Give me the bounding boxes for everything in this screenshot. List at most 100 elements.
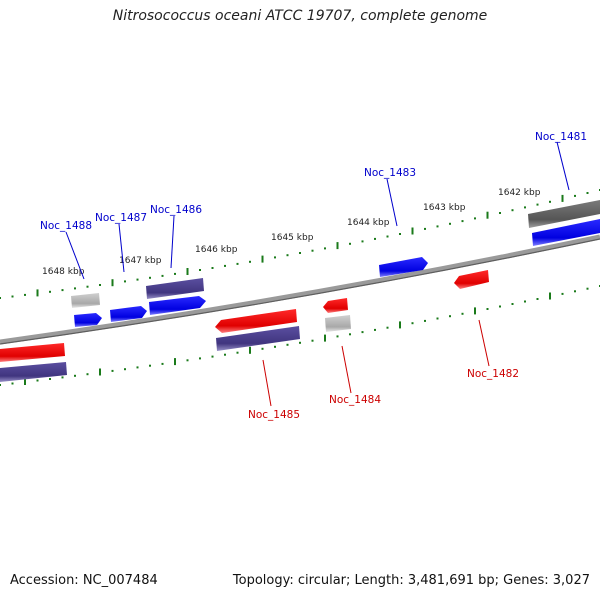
major-tick (24, 378, 26, 385)
minor-tick (361, 240, 364, 243)
tick-row-lower (0, 285, 600, 386)
major-tick (336, 242, 339, 250)
feature-left-edge[interactable] (0, 343, 67, 382)
minor-tick (0, 297, 1, 299)
minor-tick (111, 369, 114, 372)
minor-tick (61, 376, 64, 379)
minor-tick (586, 192, 589, 194)
minor-tick (561, 292, 564, 295)
minor-tick (361, 331, 364, 334)
major-tick (561, 194, 564, 202)
gene-label-noc-1483: Noc_1483 (364, 167, 416, 179)
gene-label-noc-1486: Noc_1486 (150, 204, 202, 216)
minor-tick (124, 368, 126, 371)
leader-lines-forward (65, 141, 570, 280)
gene-label-noc-1481: Noc_1481 (535, 131, 587, 143)
minor-tick (149, 364, 151, 367)
minor-tick (374, 237, 376, 240)
gene-label-noc-1482: Noc_1482 (467, 368, 519, 380)
minor-tick (36, 379, 39, 382)
minor-tick (136, 278, 139, 281)
minor-tick (211, 355, 214, 358)
minor-tick (99, 284, 101, 286)
minor-tick (436, 317, 439, 320)
major-tick (411, 227, 414, 235)
gene-label-noc-1488: Noc_1488 (40, 220, 92, 232)
minor-tick (149, 276, 151, 279)
minor-tick (524, 300, 526, 303)
minor-tick (461, 220, 464, 223)
major-tick (549, 292, 551, 300)
minor-tick (74, 287, 76, 290)
minor-tick (224, 264, 226, 267)
feature-noc-1481[interactable] (528, 200, 600, 246)
minor-tick (124, 280, 126, 283)
minor-tick (161, 362, 164, 365)
kbp-label: 1643 kbp (423, 203, 466, 213)
feature-noc-1486[interactable] (146, 278, 206, 315)
minor-tick (536, 203, 539, 206)
minor-tick (11, 382, 14, 385)
accession-text: Accession: NC_007484 (10, 573, 158, 588)
minor-tick (211, 267, 214, 269)
major-tick (324, 334, 326, 342)
minor-tick (311, 339, 314, 342)
major-tick (174, 358, 176, 366)
feature-noc-1487[interactable] (110, 306, 147, 322)
minor-tick (224, 353, 226, 356)
leader-lines-reverse (262, 319, 490, 407)
minor-tick (86, 285, 89, 288)
minor-tick (236, 262, 239, 265)
kbp-label: 1642 kbp (498, 188, 541, 198)
genome-summary: Topology: circular; Length: 3,481,691 bp… (232, 573, 590, 588)
major-tick (36, 289, 39, 297)
feature-noc-1488[interactable] (71, 293, 102, 327)
minor-tick (511, 303, 514, 305)
major-tick (486, 211, 489, 219)
minor-tick (574, 194, 576, 197)
feature-noc-1485[interactable] (215, 309, 300, 351)
kbp-label: 1647 kbp (119, 256, 162, 266)
minor-tick (186, 359, 189, 362)
minor-tick (161, 274, 164, 277)
minor-tick (449, 315, 451, 318)
minor-tick (424, 227, 426, 230)
minor-tick (449, 222, 451, 225)
major-tick (249, 346, 251, 354)
feature-noc-1482[interactable] (454, 270, 489, 289)
minor-tick (274, 345, 276, 348)
minor-tick (486, 308, 489, 310)
minor-tick (461, 312, 464, 315)
minor-tick (299, 341, 301, 344)
feature-noc-1483[interactable] (379, 257, 428, 277)
major-tick (186, 268, 189, 275)
minor-tick (374, 328, 376, 331)
minor-tick (574, 290, 576, 293)
minor-tick (499, 305, 501, 308)
minor-tick (436, 225, 439, 228)
minor-tick (199, 357, 201, 360)
feature-noc-1484[interactable] (323, 298, 351, 332)
minor-tick (0, 384, 1, 386)
major-tick (399, 321, 401, 329)
minor-tick (286, 343, 289, 346)
minor-tick (249, 260, 251, 263)
minor-tick (549, 200, 551, 203)
minor-tick (311, 249, 314, 252)
minor-tick (236, 351, 239, 354)
gene-label-noc-1485: Noc_1485 (248, 409, 300, 421)
minor-tick (349, 333, 351, 336)
minor-tick (86, 373, 89, 376)
minor-tick (299, 252, 301, 254)
minor-tick (199, 269, 201, 271)
minor-tick (474, 217, 476, 220)
kbp-label: 1645 kbp (271, 233, 314, 243)
minor-tick (324, 247, 326, 250)
minor-tick (424, 319, 426, 322)
map-title: Nitrosococcus oceani ATCC 19707, complet… (112, 8, 488, 24)
major-tick (261, 255, 264, 263)
minor-tick (49, 378, 51, 380)
minor-tick (399, 233, 401, 235)
minor-tick (286, 254, 289, 257)
minor-tick (336, 335, 339, 338)
